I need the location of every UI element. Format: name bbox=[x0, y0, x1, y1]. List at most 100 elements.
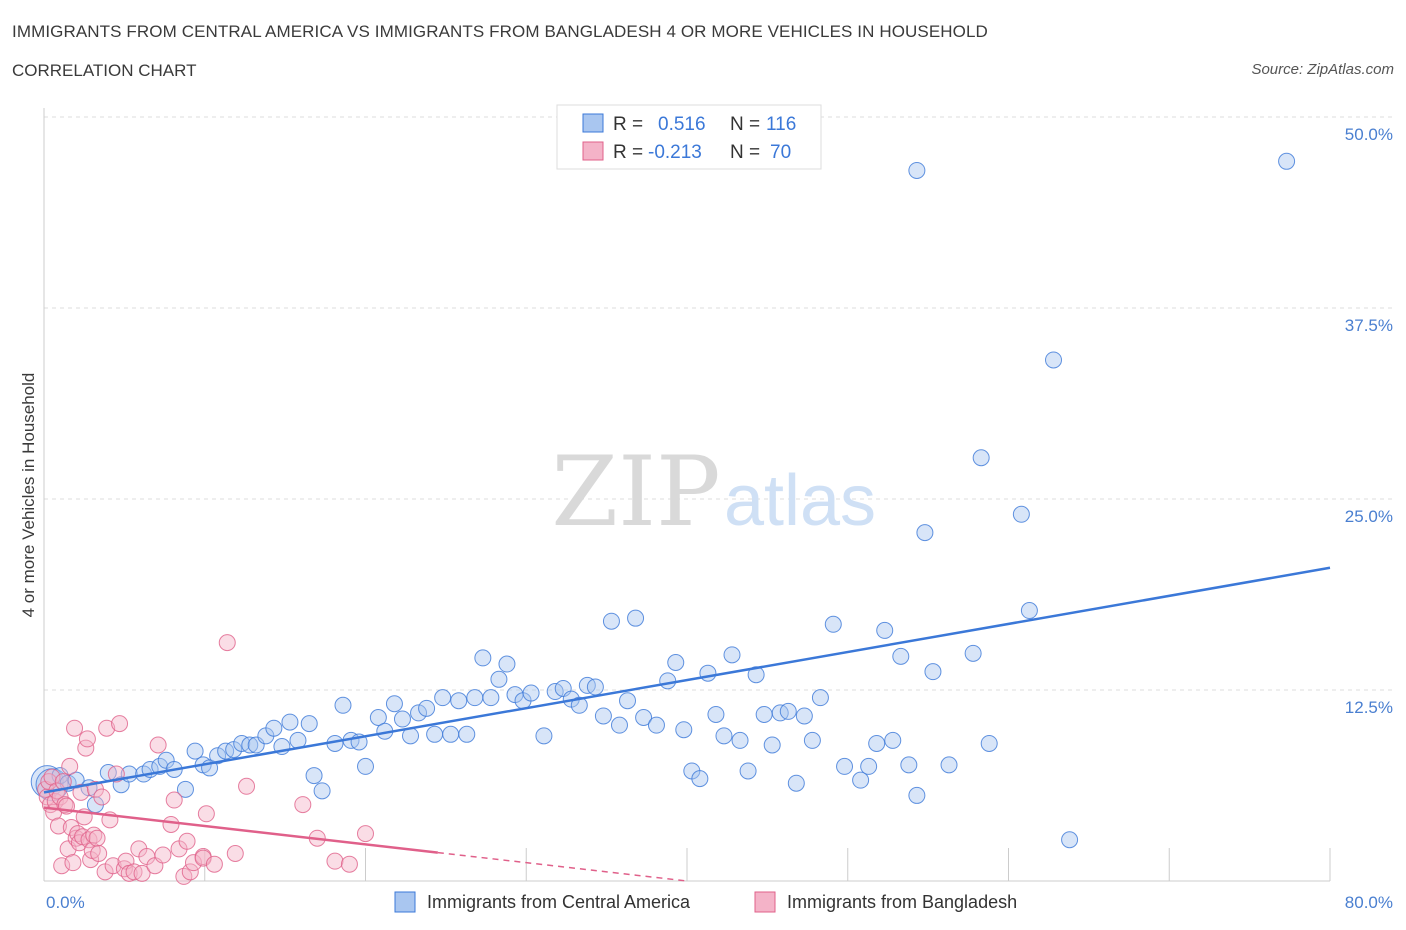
watermark-atlas: atlas bbox=[724, 461, 876, 541]
bangladesh-point-61 bbox=[205, 855, 223, 873]
trend-lines bbox=[43, 566, 1331, 882]
bangladesh-point-16 bbox=[62, 819, 80, 837]
central-america-point-85 bbox=[763, 736, 781, 754]
bangladesh-point-33 bbox=[90, 844, 108, 862]
x-tick-labels: 0.0% 80.0% bbox=[46, 893, 1393, 912]
legend-r-label-1: R = bbox=[613, 114, 643, 135]
bottom-legend-swatch-blue bbox=[394, 891, 416, 913]
central-america-point-103 bbox=[916, 524, 934, 542]
central-america-point-104 bbox=[924, 663, 942, 681]
bangladesh-point-60 bbox=[197, 805, 215, 823]
bangladesh-point-62 bbox=[218, 634, 236, 652]
central-america-point-43 bbox=[410, 704, 428, 722]
bangladesh-trendline-extension bbox=[437, 851, 688, 882]
central-america-point-66 bbox=[602, 612, 620, 630]
y-tick-label-1: 25.0% bbox=[1345, 507, 1393, 526]
bangladesh-point-46 bbox=[133, 864, 151, 882]
central-america-point-72 bbox=[659, 672, 677, 690]
chart-title: IMMIGRANTS FROM CENTRAL AMERICA VS IMMIG… bbox=[12, 22, 988, 41]
central-america-point-54 bbox=[498, 655, 516, 673]
central-america-point-109 bbox=[1020, 602, 1038, 620]
central-america-point-89 bbox=[795, 707, 813, 725]
bangladesh-point-49 bbox=[149, 736, 167, 754]
central-america-point-97 bbox=[876, 621, 894, 639]
central-america-point-108 bbox=[980, 734, 998, 752]
x-tick-label-1: 80.0% bbox=[1345, 893, 1393, 912]
y-tick-labels: 12.5% 25.0% 37.5% 50.0% bbox=[1345, 125, 1393, 717]
watermark: ZIP atlas bbox=[551, 436, 876, 548]
legend-n-value-1: 116 bbox=[766, 114, 796, 135]
central-america-trendline bbox=[43, 566, 1331, 794]
central-america-point-40 bbox=[385, 695, 403, 713]
central-america-point-88 bbox=[787, 774, 805, 792]
central-america-point-37 bbox=[357, 757, 374, 775]
bangladesh-point-52 bbox=[165, 791, 183, 809]
central-america-point-31 bbox=[305, 767, 323, 785]
y-tick-label-0: 12.5% bbox=[1345, 698, 1393, 717]
central-america-point-101 bbox=[908, 161, 926, 179]
legend-r-value-2: -0.213 bbox=[648, 142, 702, 163]
central-america-point-23 bbox=[241, 736, 259, 754]
central-america-point-48 bbox=[450, 692, 468, 710]
central-america-point-34 bbox=[334, 696, 352, 714]
y-tick-label-2: 37.5% bbox=[1345, 316, 1393, 335]
central-america-point-105 bbox=[940, 756, 958, 774]
legend-n-value-2: 70 bbox=[770, 142, 791, 163]
central-america-point-44 bbox=[418, 699, 436, 717]
central-america-point-57 bbox=[522, 684, 540, 702]
bangladesh-point-69 bbox=[238, 777, 256, 795]
central-america-point-84 bbox=[755, 705, 773, 723]
central-america-point-76 bbox=[691, 770, 709, 788]
central-america-point-96 bbox=[868, 734, 886, 752]
central-america-point-107 bbox=[972, 449, 990, 467]
source-credit: Source: ZipAtlas.com bbox=[1251, 61, 1394, 78]
bangladesh-point-51 bbox=[162, 815, 180, 833]
central-america-point-65 bbox=[594, 707, 612, 725]
central-america-point-30 bbox=[300, 715, 318, 733]
bangladesh-point-32 bbox=[88, 829, 106, 847]
central-america-point-15 bbox=[176, 780, 194, 798]
central-america-point-113 bbox=[1012, 505, 1030, 523]
central-america-point-58 bbox=[535, 727, 553, 745]
central-america-point-16 bbox=[186, 742, 204, 760]
legend-n-label-1: N = bbox=[730, 114, 760, 135]
central-america-point-67 bbox=[610, 716, 628, 734]
central-america-point-50 bbox=[466, 689, 484, 707]
central-america-point-98 bbox=[884, 731, 902, 749]
central-america-point-68 bbox=[619, 692, 637, 710]
central-america-point-49 bbox=[458, 725, 476, 743]
central-america-point-47 bbox=[442, 725, 460, 743]
bangladesh-point-15 bbox=[61, 757, 79, 775]
bottom-legend-label-2: Immigrants from Bangladesh bbox=[787, 892, 1017, 912]
central-america-point-99 bbox=[892, 647, 910, 665]
central-america-point-93 bbox=[836, 757, 854, 775]
bangladesh-point-38 bbox=[104, 857, 122, 875]
central-america-point-82 bbox=[739, 762, 757, 780]
central-america-point-69 bbox=[627, 609, 645, 627]
central-america-point-38 bbox=[369, 709, 387, 727]
bangladesh-point-55 bbox=[178, 832, 196, 850]
central-america-point-64 bbox=[586, 678, 604, 696]
central-america-point-95 bbox=[860, 757, 878, 775]
central-america-point-45 bbox=[426, 725, 444, 743]
central-america-point-51 bbox=[474, 649, 492, 667]
legend: R = 0.516 N = 116 R = -0.213 N = 70 bbox=[556, 104, 822, 170]
legend-r-value-1: 0.516 bbox=[658, 114, 706, 135]
central-america-point-41 bbox=[393, 710, 411, 728]
central-america-point-106 bbox=[964, 644, 982, 662]
central-america-point-102 bbox=[908, 786, 926, 804]
central-america-point-19 bbox=[209, 747, 227, 765]
central-america-point-80 bbox=[723, 646, 741, 664]
bangladesh-point-30 bbox=[85, 826, 103, 844]
bangladesh-point-26 bbox=[78, 730, 96, 748]
central-america-point-91 bbox=[811, 689, 829, 707]
bangladesh-point-10 bbox=[53, 857, 71, 875]
central-america-point-100 bbox=[900, 756, 918, 774]
central-america-point-46 bbox=[434, 689, 452, 707]
central-america-point-83 bbox=[747, 666, 765, 684]
central-america-point-110 bbox=[1045, 351, 1063, 369]
bangladesh-trendline bbox=[43, 806, 438, 854]
central-america-point-28 bbox=[281, 713, 299, 731]
legend-swatch-blue bbox=[582, 113, 604, 133]
